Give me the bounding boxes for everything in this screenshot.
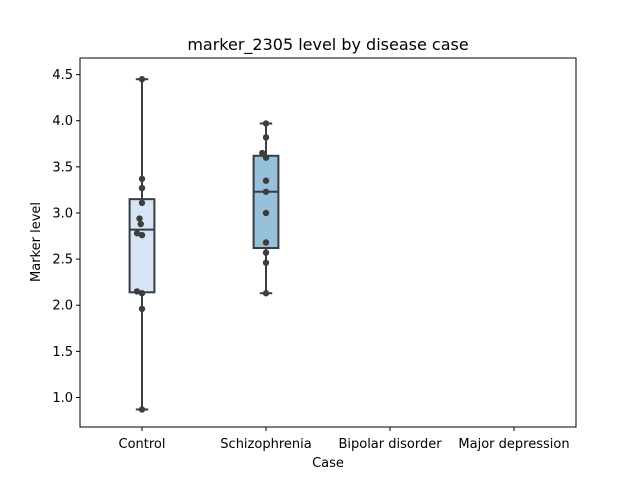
x-tick-label: Bipolar disorder xyxy=(338,437,442,452)
box-body xyxy=(252,154,280,250)
data-point xyxy=(262,209,270,217)
plot-frame xyxy=(79,57,577,428)
box-schizophrenia xyxy=(252,122,280,295)
y-tick-label: 3.0 xyxy=(52,206,73,221)
data-point xyxy=(262,259,270,266)
x-axis-label: Case xyxy=(312,456,344,471)
box-body xyxy=(128,198,156,294)
data-point xyxy=(137,220,144,228)
x-axis: Control Schizophrenia Bipolar disorder Majo… xyxy=(119,427,570,452)
data-point xyxy=(138,305,146,313)
data-point xyxy=(262,249,270,256)
data-point xyxy=(138,184,146,192)
y-axis: 1.0 1.5 2.0 2.5 3.0 3.5 4.0 4.5 xyxy=(52,68,80,406)
data-point xyxy=(262,239,270,246)
y-tick-label: 1.5 xyxy=(52,345,73,360)
data-point xyxy=(262,188,270,195)
data-point xyxy=(262,134,270,141)
data-point xyxy=(138,76,146,83)
data-point xyxy=(138,175,146,183)
boxes-layer xyxy=(128,78,280,411)
data-point xyxy=(138,199,146,207)
x-tick-label: Schizophrenia xyxy=(220,437,311,452)
data-point xyxy=(262,120,270,127)
y-tick-label: 1.0 xyxy=(52,391,73,406)
data-point xyxy=(133,288,141,295)
x-tick-label: Control xyxy=(119,437,166,452)
x-tick-label: Major depression xyxy=(458,437,569,452)
data-point xyxy=(136,215,143,222)
y-axis-label: Marker level xyxy=(29,202,44,282)
data-point xyxy=(259,149,266,157)
data-point xyxy=(138,231,146,239)
data-point xyxy=(262,154,270,161)
data-point xyxy=(262,177,270,184)
points-layer xyxy=(133,76,270,413)
data-point xyxy=(138,406,146,413)
y-tick-label: 2.0 xyxy=(52,299,73,314)
data-point xyxy=(262,290,270,297)
y-tick-label: 3.5 xyxy=(52,160,73,175)
data-point xyxy=(138,290,146,297)
y-tick-label: 4.0 xyxy=(52,114,73,129)
chart-title: marker_2305 level by disease case xyxy=(187,35,468,55)
data-point xyxy=(133,230,141,237)
y-tick-label: 4.5 xyxy=(52,68,73,83)
y-tick-label: 2.5 xyxy=(52,253,73,268)
